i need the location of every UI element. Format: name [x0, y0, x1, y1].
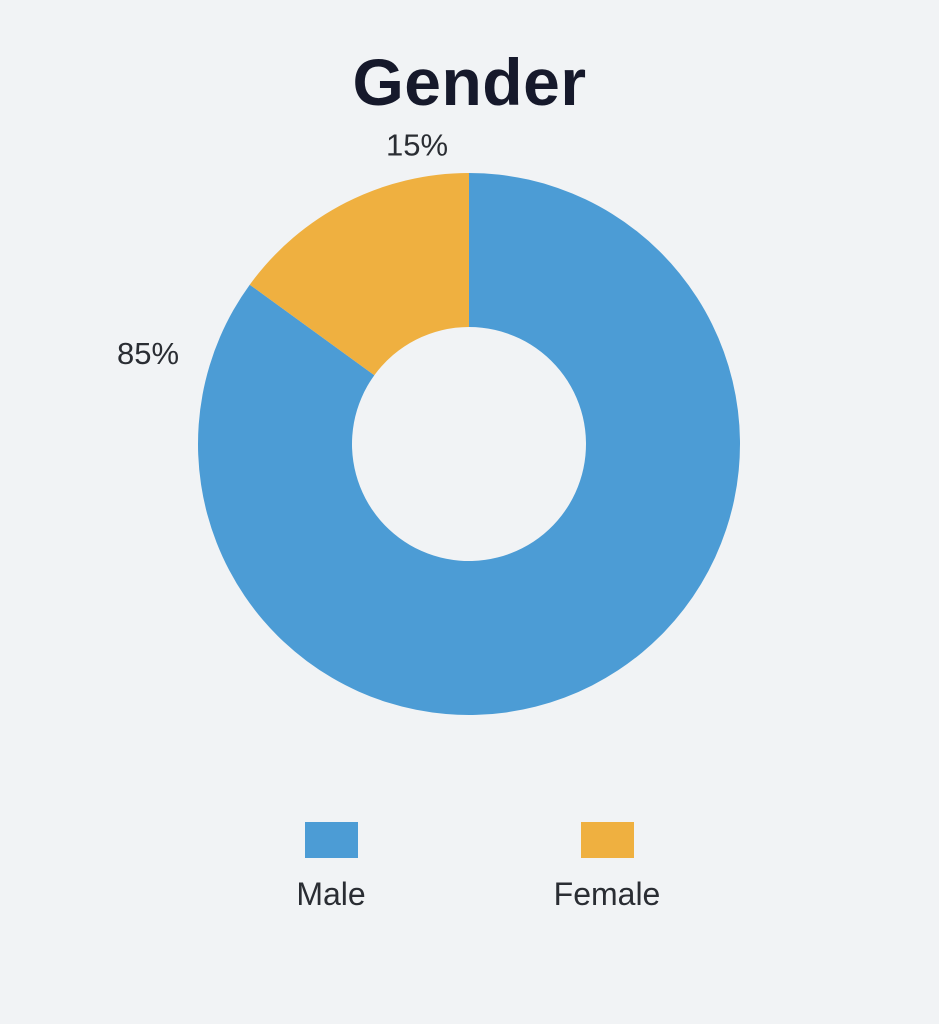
slice-labels: 85% 15%	[117, 127, 448, 371]
donut-slices	[198, 173, 741, 715]
slice-label-male: 85%	[117, 336, 179, 371]
slice-female	[249, 173, 469, 376]
chart-title: Gender	[352, 45, 587, 119]
legend-label-female: Female	[553, 876, 661, 912]
legend: Male Female	[0, 822, 939, 932]
legend-item-male: Male	[241, 822, 421, 913]
legend-swatch-male	[304, 822, 358, 858]
legend-item-female: Female	[517, 822, 697, 913]
slice-male	[198, 173, 741, 715]
legend-swatch-female	[580, 822, 634, 858]
slice-label-female: 15%	[386, 127, 448, 162]
legend-label-male: Male	[296, 876, 366, 912]
